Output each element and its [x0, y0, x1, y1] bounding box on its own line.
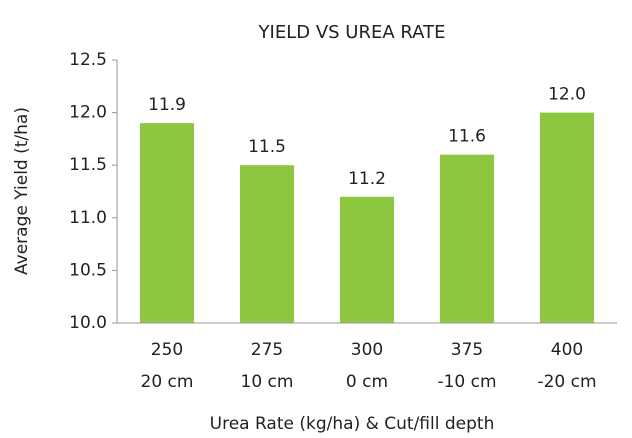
bar — [540, 112, 594, 323]
x-tick-label: 10 cm — [241, 372, 294, 392]
y-axis-label: Average Yield (t/ha) — [12, 107, 32, 275]
x-tick-label: 250 — [151, 340, 183, 360]
x-tick-label: 300 — [351, 340, 383, 360]
x-tick-label: 375 — [451, 340, 483, 360]
x-axis-label: Urea Rate (kg/ha) & Cut/fill depth — [210, 414, 495, 434]
y-tick-label: 10.0 — [69, 313, 107, 333]
chart-title: YIELD VS UREA RATE — [258, 22, 446, 43]
data-label: 11.6 — [448, 127, 486, 147]
x-tick-label: -20 cm — [537, 372, 596, 392]
x-tick-label: 400 — [551, 340, 583, 360]
y-tick-label: 12.5 — [69, 50, 107, 70]
y-tick-label: 11.0 — [69, 208, 107, 228]
bar — [340, 196, 394, 323]
bar — [240, 165, 294, 323]
bar — [140, 123, 194, 324]
x-tick-label: 20 cm — [141, 372, 194, 392]
y-tick-label: 10.5 — [69, 260, 107, 280]
y-tick-label: 11.5 — [69, 155, 107, 175]
x-tick-label: 275 — [251, 340, 283, 360]
x-tick-label: 0 cm — [346, 372, 388, 392]
y-tick-label: 12.0 — [69, 103, 107, 123]
data-label: 11.9 — [148, 95, 186, 115]
data-label: 11.2 — [348, 169, 386, 189]
bar — [440, 154, 494, 323]
data-label: 12.0 — [548, 85, 586, 105]
data-label: 11.5 — [248, 137, 286, 157]
x-tick-label: -10 cm — [437, 372, 496, 392]
